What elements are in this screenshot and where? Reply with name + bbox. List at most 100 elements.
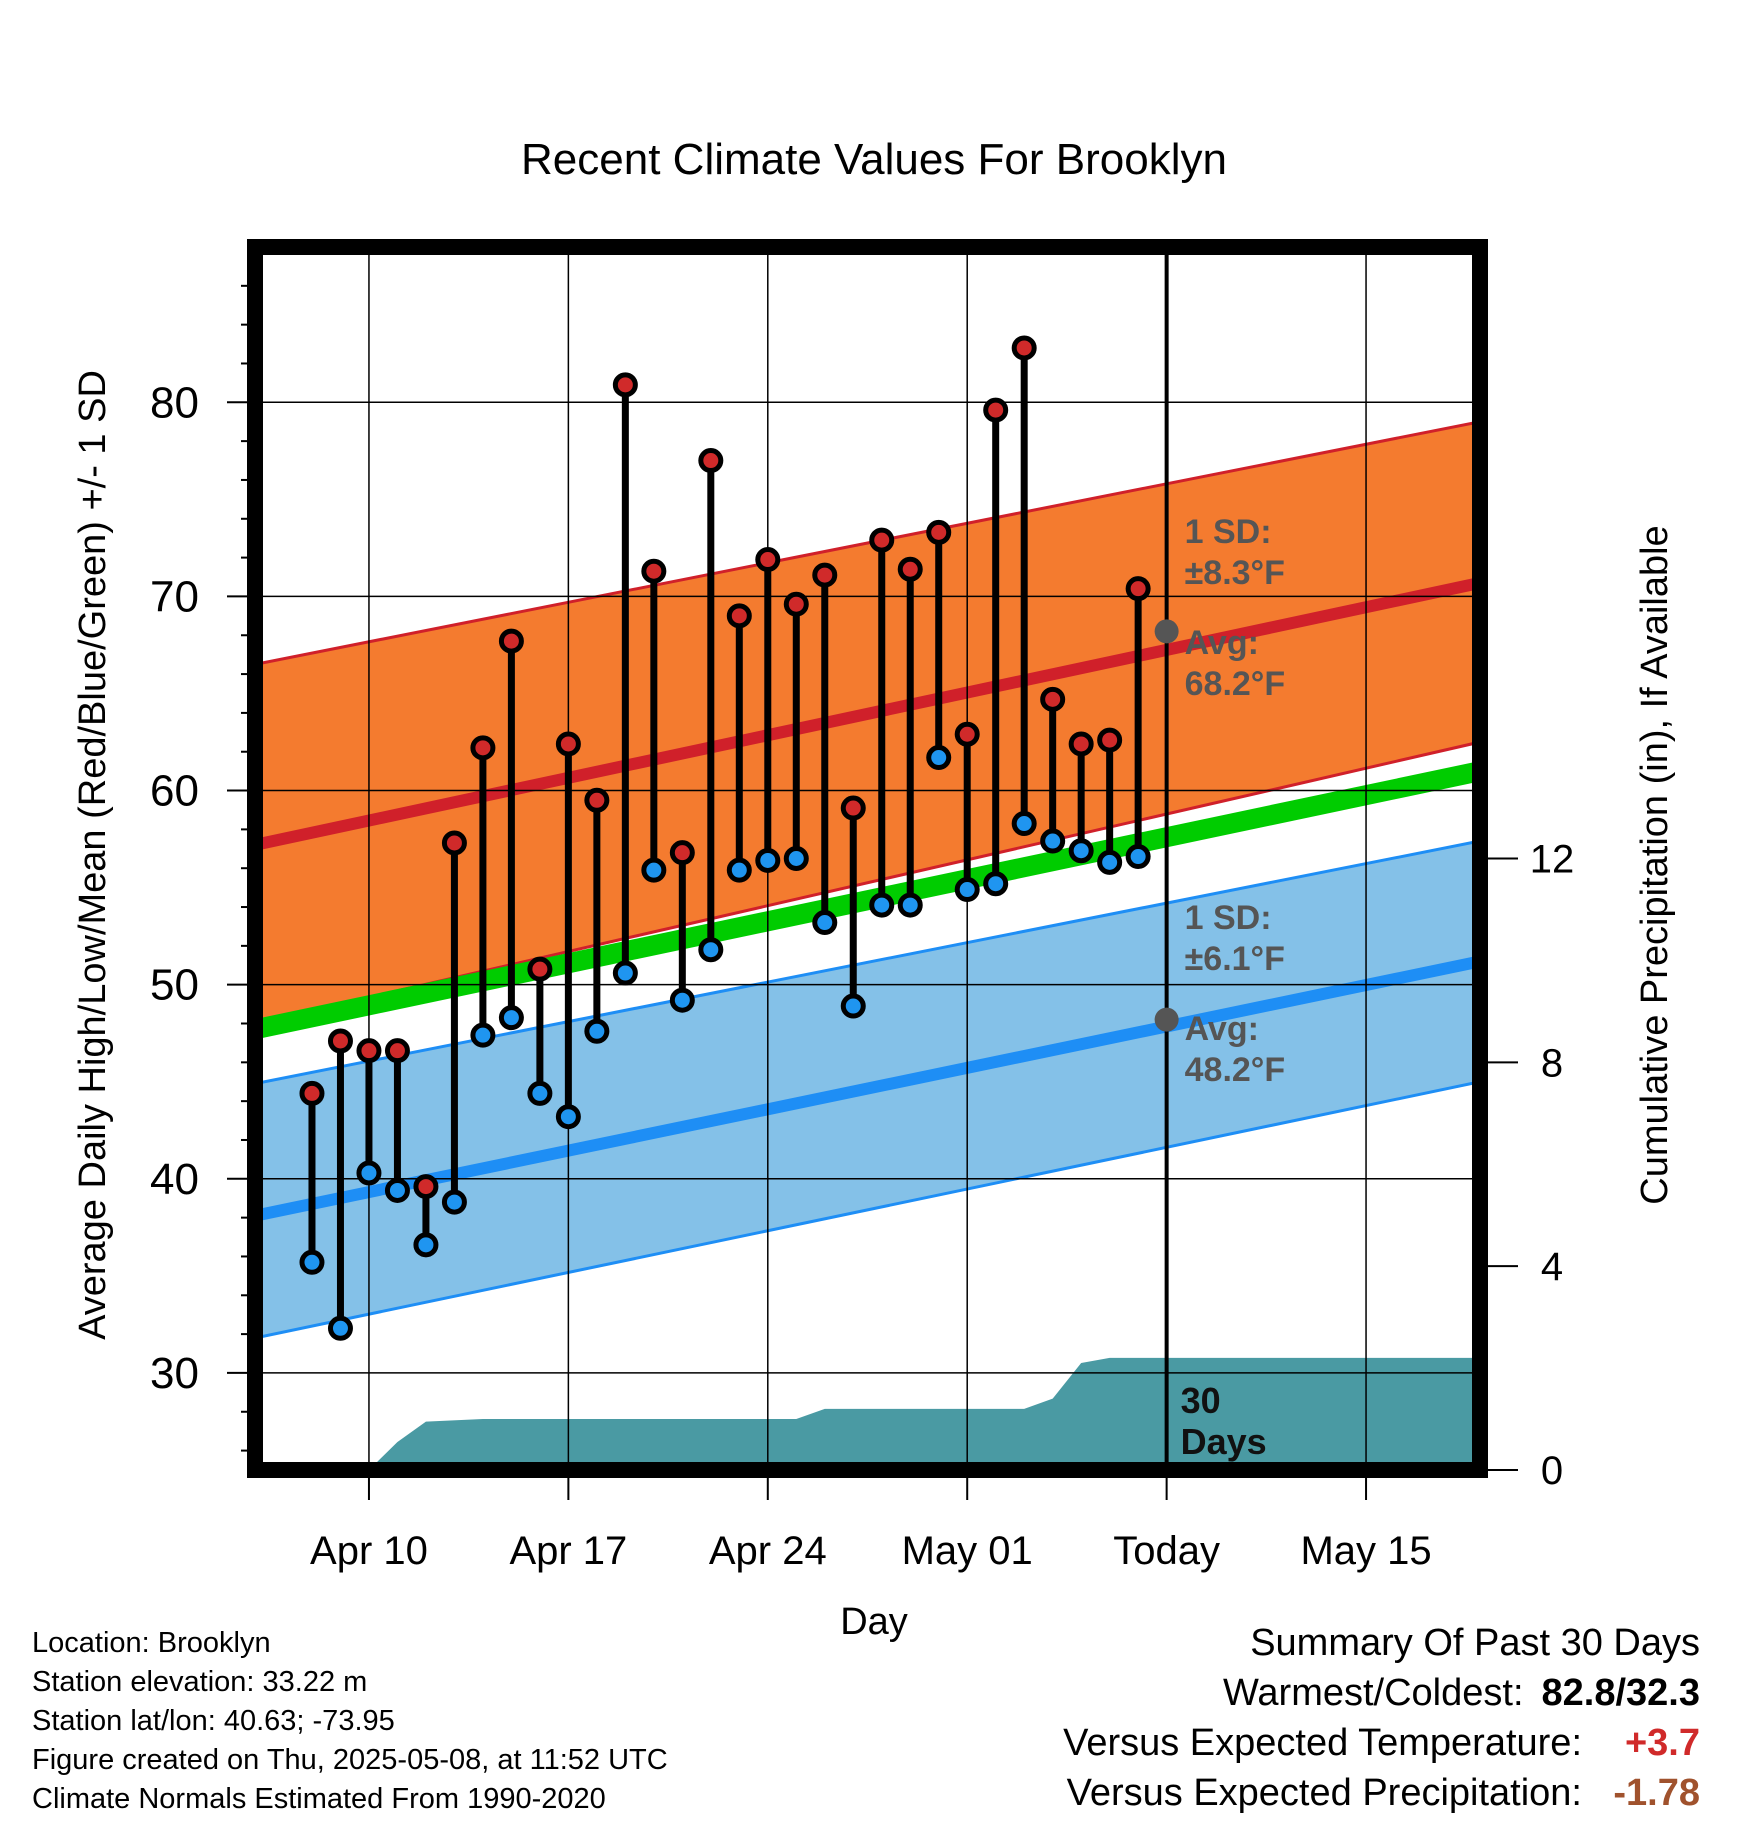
high-temp-point (755, 547, 781, 573)
low-sd-band-lower-edge (255, 1080, 1480, 1340)
y2-tick-label: 8 (1541, 1041, 1563, 1085)
x-tick-label: Apr 10 (310, 1529, 428, 1573)
y2-tick-label: 12 (1530, 838, 1575, 882)
low-temp-point (1040, 828, 1066, 854)
plot-frame (247, 239, 1488, 1478)
high-temp-point (812, 562, 838, 588)
warm-cold-value: 82.8/32.3 (1541, 1672, 1700, 1714)
low-temp-point (954, 877, 980, 903)
x-axis-label: Day (840, 1601, 908, 1643)
low-temp-point (299, 1249, 325, 1275)
low-avg-label: Avg: (1185, 1010, 1259, 1048)
summary-temp: Versus Expected Temperature: +3.7 (1063, 1718, 1700, 1768)
y-tick-label: 60 (150, 767, 199, 816)
y-axis-label: Average Daily High/Low/Mean (Red/Blue/Gr… (72, 370, 114, 1340)
x-tick-label: Apr 24 (709, 1529, 827, 1573)
y2-tick-label: 0 (1541, 1449, 1563, 1493)
today-high-avg-marker (1154, 619, 1179, 644)
high-temp-point (1125, 576, 1151, 602)
high-temp-point (869, 527, 895, 553)
low-temp-point (897, 892, 923, 918)
high-temp-point (384, 1038, 410, 1064)
precipitation-area (283, 1357, 1480, 1470)
low-temp-point (527, 1080, 553, 1106)
low-temp-point (612, 960, 638, 986)
y-tick-label: 30 (150, 1349, 199, 1398)
low-temp-point (869, 892, 895, 918)
y-tick-label: 50 (150, 961, 199, 1010)
station-info: Location: Brooklyn Station elevation: 33… (32, 1624, 668, 1819)
elevation-text: Station elevation: 33.22 m (32, 1666, 368, 1698)
high-temp-point (327, 1028, 353, 1054)
y2-tick-label: 4 (1541, 1245, 1563, 1289)
y-tick-label: 80 (150, 378, 199, 427)
high-temp-point (356, 1038, 382, 1064)
low-temp-point (441, 1189, 467, 1215)
low-temp-point (470, 1022, 496, 1048)
high-temp-point (1040, 686, 1066, 712)
window-label-days-count: 30 (1181, 1380, 1221, 1421)
low-avg-value: 48.2°F (1185, 1051, 1286, 1089)
created-text: Figure created on Thu, 2025-05-08, at 11… (32, 1744, 668, 1776)
high-temp-point (698, 448, 724, 474)
low-temp-point (840, 993, 866, 1019)
high-temp-point (954, 721, 980, 747)
high-sd-band-upper-edge (255, 420, 1480, 666)
low-temp-point (555, 1104, 581, 1130)
low-temp-point (983, 871, 1009, 897)
low-temp-point (669, 987, 695, 1013)
x-tick-label: Today (1113, 1529, 1220, 1573)
high-temp-point (1011, 335, 1037, 361)
high-temp-point (584, 787, 610, 813)
summary-title: Summary Of Past 30 Days (1250, 1622, 1700, 1664)
high-sd-value: ±8.3°F (1185, 554, 1285, 592)
high-temp-point (299, 1080, 325, 1106)
summary-precip: Versus Expected Precipitation: -1.78 (1063, 1768, 1700, 1818)
low-temp-point (498, 1005, 524, 1031)
high-temp-point (783, 591, 809, 617)
high-temp-point (926, 519, 952, 545)
high-avg-label: Avg: (1185, 624, 1259, 662)
low-temp-point (356, 1160, 382, 1186)
x-tick-label: May 15 (1300, 1529, 1431, 1573)
x-tick-label: May 01 (902, 1529, 1033, 1573)
high-normal-line (255, 576, 1480, 851)
low-temp-point (755, 847, 781, 873)
high-temp-point (1097, 727, 1123, 753)
low-normal-line (255, 955, 1480, 1222)
summary-panel: Summary Of Past 30 Days Warmest/Coldest:… (1063, 1618, 1700, 1818)
high-sd-band (255, 421, 1480, 1024)
low-temp-point (1097, 849, 1123, 875)
normals-text: Climate Normals Estimated From 1990-2020 (32, 1783, 606, 1815)
x-tick-label: Apr 17 (509, 1529, 627, 1573)
window-label-days-word: Days (1181, 1421, 1267, 1462)
low-temp-point (641, 857, 667, 883)
y-tick-label: 70 (150, 572, 199, 621)
y2-axis-label: Cumulative Precipitation (in), If Availa… (1634, 525, 1676, 1204)
high-sd-label: 1 SD: (1185, 513, 1272, 551)
temp-label: Versus Expected Temperature: (1063, 1722, 1582, 1764)
low-temp-point (1068, 838, 1094, 864)
plot-clipped-group (255, 420, 1480, 1470)
high-temp-point (726, 603, 752, 629)
chart-title: Recent Climate Values For Brooklyn (521, 135, 1227, 184)
low-temp-point (584, 1018, 610, 1044)
high-temp-point (441, 830, 467, 856)
high-temp-point (470, 735, 496, 761)
mean-normal-line (255, 761, 1480, 1040)
low-temp-point (926, 745, 952, 771)
high-temp-point (413, 1174, 439, 1200)
low-temp-point (812, 910, 838, 936)
high-temp-point (1068, 731, 1094, 757)
high-temp-point (669, 840, 695, 866)
high-temp-point (527, 956, 553, 982)
high-temp-point (897, 556, 923, 582)
summary-warm-cold: Warmest/Coldest: 82.8/32.3 (1063, 1668, 1700, 1718)
low-temp-point (1011, 811, 1037, 837)
high-avg-value: 68.2°F (1185, 665, 1286, 703)
low-temp-point (413, 1232, 439, 1258)
location-text: Location: Brooklyn (32, 1627, 271, 1659)
warm-cold-label: Warmest/Coldest: (1222, 1672, 1524, 1714)
temp-value: +3.7 (1624, 1722, 1700, 1764)
